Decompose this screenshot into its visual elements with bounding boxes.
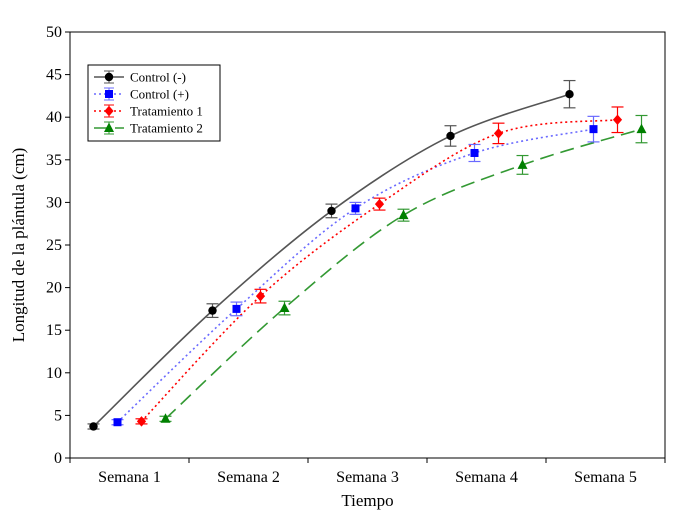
y-axis: 0 5 10 15 20 25 30 35 40 45 50 <box>46 24 70 467</box>
data-point-control <box>232 304 241 313</box>
y-tick-label: 35 <box>46 152 62 169</box>
legend-label: Control (-) <box>130 70 186 85</box>
data-point-tratamiento-2 <box>279 302 290 313</box>
data-point-control <box>351 204 360 213</box>
y-axis-label: Longitud de la plántula (cm) <box>9 148 28 343</box>
x-tick-label: Semana 1 <box>98 469 161 486</box>
data-point-tratamiento-2 <box>636 123 647 134</box>
y-tick-label: 40 <box>46 109 62 126</box>
data-point-tratamiento-2 <box>160 413 171 423</box>
data-point-tratamiento-1 <box>136 416 147 427</box>
legend-item-tratamiento-2: Tratamiento 2 <box>94 121 203 136</box>
legend-label: Tratamiento 2 <box>130 121 203 136</box>
data-point-tratamiento-1 <box>493 128 504 139</box>
x-tick-label: Semana 2 <box>217 469 280 486</box>
data-point-control <box>446 131 455 141</box>
y-tick-label: 20 <box>46 280 62 297</box>
y-tick-label: 5 <box>54 407 62 424</box>
x-tick-label: Semana 3 <box>336 469 399 486</box>
y-tick-label: 10 <box>46 365 62 382</box>
legend-item-tratamiento-1: Tratamiento 1 <box>94 104 203 119</box>
data-point-control <box>113 418 122 427</box>
legend-marker <box>105 90 113 98</box>
legend-marker <box>104 105 114 117</box>
data-point-control <box>327 206 336 216</box>
legend-item-control: Control (-) <box>94 70 186 85</box>
legend-marker <box>104 72 114 82</box>
y-tick-label: 0 <box>54 450 62 467</box>
legend: Control (-) Control (+) Tratamiento 1 Trata… <box>87 64 221 142</box>
data-markers <box>89 89 647 431</box>
legend-label: Tratamiento 1 <box>130 104 203 119</box>
data-point-control <box>589 125 598 134</box>
x-tick-label: Semana 4 <box>455 469 518 486</box>
data-point-tratamiento-2 <box>398 209 409 220</box>
data-point-control <box>89 422 98 431</box>
data-point-tratamiento-2 <box>517 159 528 169</box>
data-point-control <box>565 89 574 99</box>
y-tick-label: 45 <box>46 67 62 84</box>
data-point-tratamiento-1 <box>374 198 385 210</box>
y-tick-label: 25 <box>46 237 62 254</box>
x-axis-label: Tiempo <box>341 491 393 510</box>
legend-label: Control (+) <box>130 87 189 102</box>
legend-marker <box>104 122 114 132</box>
data-point-control <box>470 148 479 157</box>
y-tick-label: 15 <box>46 322 62 339</box>
data-point-control <box>208 306 217 315</box>
data-point-tratamiento-1 <box>255 290 266 302</box>
legend-item-control: Control (+) <box>94 87 189 102</box>
x-axis: Semana 1 Semana 2 Semana 3 Semana 4 Semana 5 <box>69 458 666 486</box>
y-tick-label: 30 <box>46 194 62 211</box>
x-tick-label: Semana 5 <box>574 469 637 486</box>
y-tick-label: 50 <box>46 24 62 41</box>
data-point-tratamiento-1 <box>612 114 623 125</box>
